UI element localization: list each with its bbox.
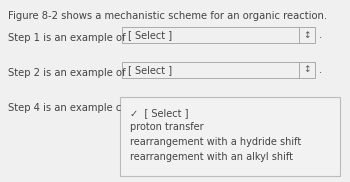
Text: .: . bbox=[319, 30, 322, 40]
Text: rearrangement with a hydride shift: rearrangement with a hydride shift bbox=[130, 137, 301, 147]
Text: Step 1 is an example of: Step 1 is an example of bbox=[8, 33, 126, 43]
Text: ✓  [ Select ]: ✓ [ Select ] bbox=[130, 108, 189, 118]
Bar bbox=[121, 98, 341, 177]
Text: rearrangement with an alkyl shift: rearrangement with an alkyl shift bbox=[130, 152, 293, 162]
Text: proton transfer: proton transfer bbox=[130, 122, 204, 132]
Bar bbox=[122, 27, 315, 43]
Text: Step 4 is an example c: Step 4 is an example c bbox=[8, 103, 121, 113]
Bar bbox=[122, 62, 315, 78]
Bar bbox=[120, 97, 340, 176]
Text: [ Select ]: [ Select ] bbox=[128, 65, 172, 75]
Text: ↕: ↕ bbox=[303, 66, 311, 74]
Text: [ Select ]: [ Select ] bbox=[128, 30, 172, 40]
Text: ↕: ↕ bbox=[303, 31, 311, 39]
Text: Step 2 is an example of: Step 2 is an example of bbox=[8, 68, 126, 78]
Text: Figure 8-2 shows a mechanistic scheme for an organic reaction.: Figure 8-2 shows a mechanistic scheme fo… bbox=[8, 11, 327, 21]
Text: .: . bbox=[319, 65, 322, 75]
